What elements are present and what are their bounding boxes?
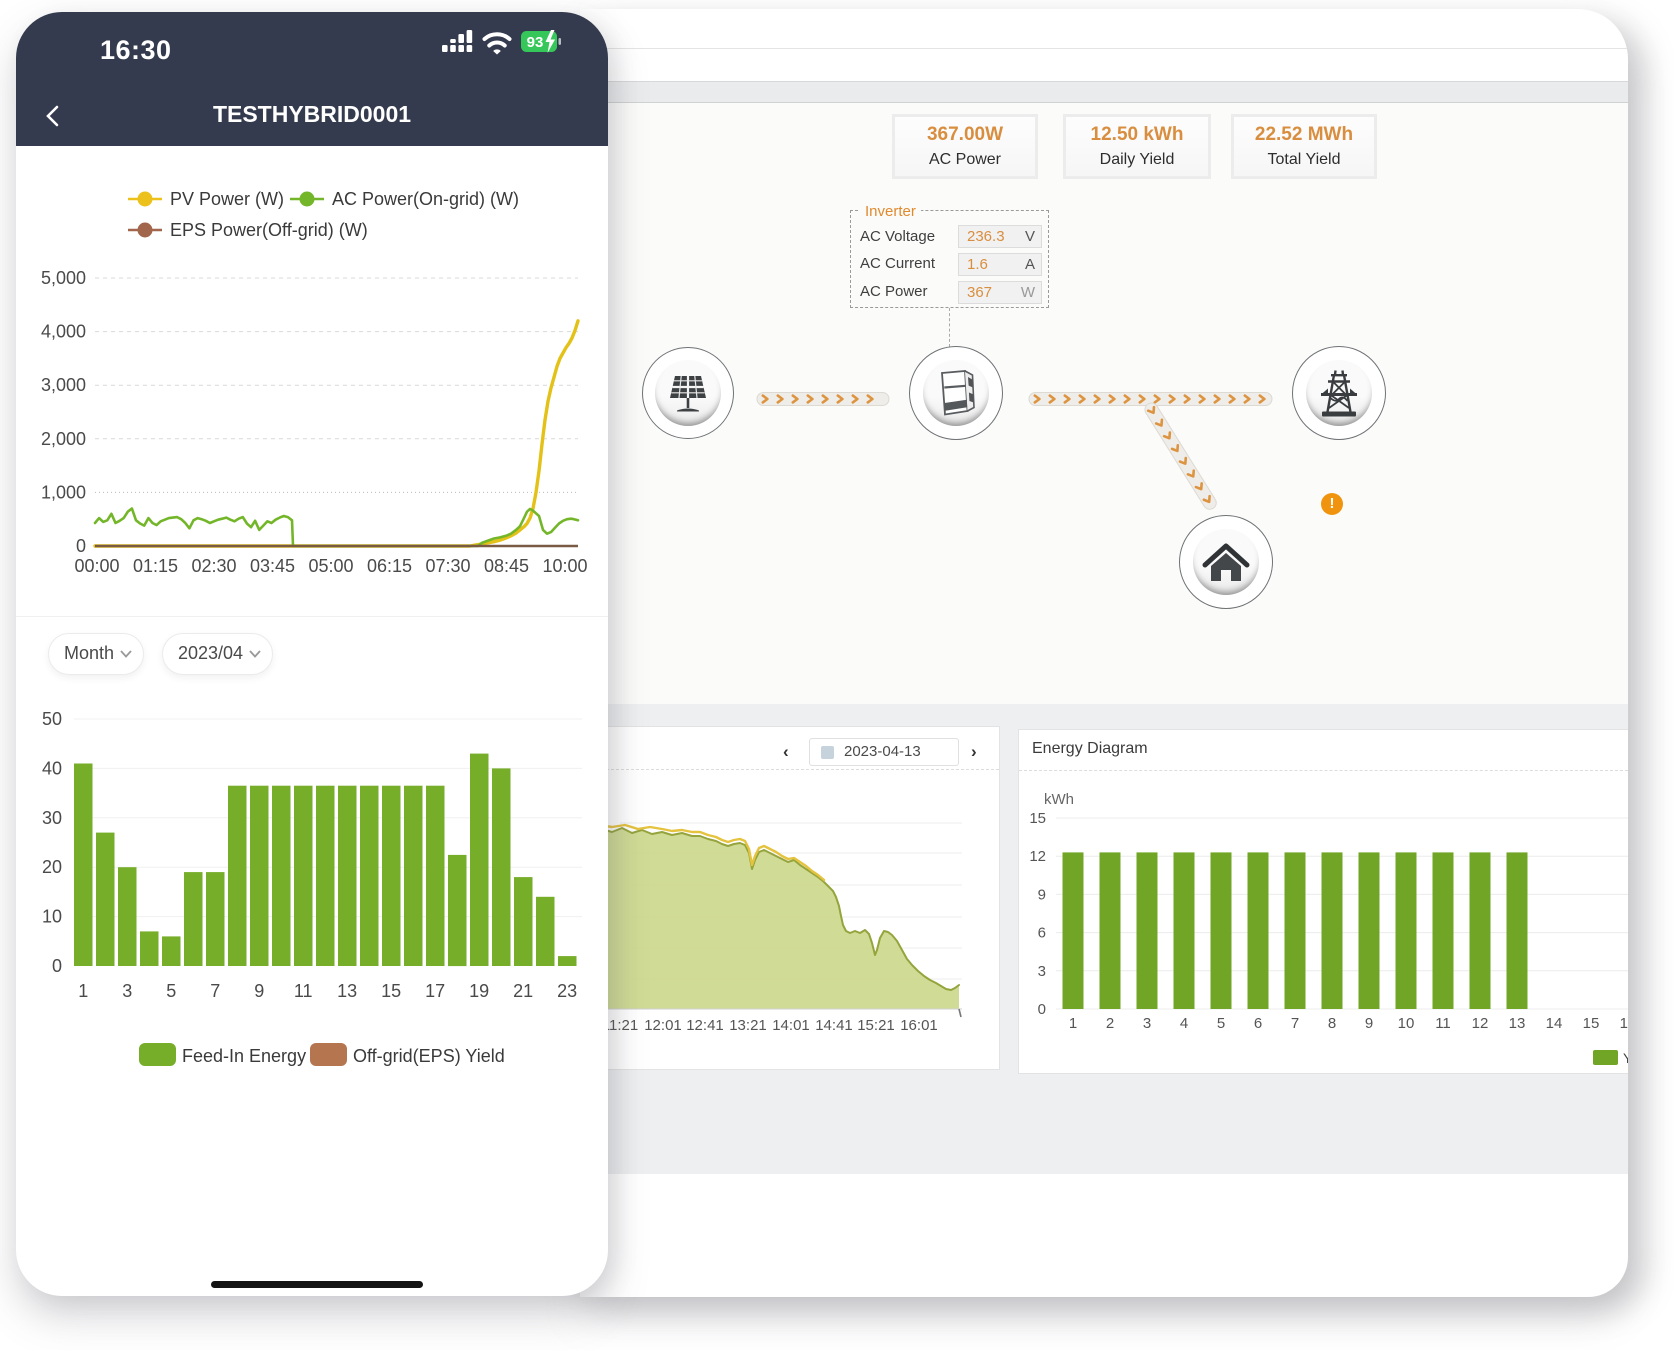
svg-text:9: 9 — [1038, 886, 1046, 903]
svg-text:1,000: 1,000 — [41, 482, 86, 502]
svg-text:3,000: 3,000 — [41, 375, 86, 395]
svg-text:5: 5 — [166, 981, 176, 1001]
svg-text:0: 0 — [1038, 1001, 1046, 1018]
svg-text:6: 6 — [1254, 1015, 1262, 1032]
svg-text:12: 12 — [1472, 1015, 1489, 1032]
svg-text:Yield: Yield — [1623, 1050, 1628, 1066]
svg-text:0: 0 — [76, 536, 86, 556]
svg-text:10:00: 10:00 — [542, 556, 587, 576]
svg-text:02:30: 02:30 — [191, 556, 236, 576]
svg-text:5,000: 5,000 — [41, 268, 86, 288]
svg-text:13:21: 13:21 — [729, 1017, 767, 1030]
svg-text:15: 15 — [1583, 1015, 1600, 1032]
svg-text:05:00: 05:00 — [308, 556, 353, 576]
svg-text:9: 9 — [254, 981, 264, 1001]
svg-text:3: 3 — [1038, 963, 1046, 980]
svg-text:EPS Power(Off-grid) (W): EPS Power(Off-grid) (W) — [170, 220, 368, 240]
svg-text:1: 1 — [1069, 1015, 1077, 1032]
svg-text:PV Power (W): PV Power (W) — [170, 189, 284, 209]
svg-text:AC Power(On-grid) (W): AC Power(On-grid) (W) — [332, 189, 519, 209]
svg-text:06:15: 06:15 — [367, 556, 412, 576]
svg-text:00:00: 00:00 — [74, 556, 119, 576]
svg-text:2,000: 2,000 — [41, 429, 86, 449]
svg-text:12:01: 12:01 — [644, 1017, 682, 1030]
svg-text:03:45: 03:45 — [250, 556, 295, 576]
svg-text:0: 0 — [52, 956, 62, 976]
svg-text:40: 40 — [42, 758, 62, 778]
svg-text:19: 19 — [469, 981, 489, 1001]
svg-text:14:41: 14:41 — [815, 1017, 853, 1030]
svg-text:10: 10 — [1398, 1015, 1415, 1032]
svg-text:11:21: 11:21 — [602, 1017, 638, 1030]
svg-text:13: 13 — [337, 981, 357, 1001]
svg-text:3: 3 — [1143, 1015, 1151, 1032]
svg-text:5: 5 — [1217, 1015, 1225, 1032]
svg-text:8: 8 — [1328, 1015, 1336, 1032]
svg-text:07:30: 07:30 — [425, 556, 470, 576]
svg-text:23: 23 — [557, 981, 577, 1001]
svg-text:21: 21 — [513, 981, 533, 1001]
svg-text:15: 15 — [1029, 810, 1046, 827]
svg-text:12:41: 12:41 — [686, 1017, 724, 1030]
svg-text:10: 10 — [42, 907, 62, 927]
svg-text:93: 93 — [527, 34, 544, 51]
svg-text:3: 3 — [122, 981, 132, 1001]
svg-text:12: 12 — [1029, 848, 1046, 865]
svg-text:14: 14 — [1546, 1015, 1563, 1032]
svg-text:13: 13 — [1509, 1015, 1526, 1032]
svg-text:20: 20 — [42, 857, 62, 877]
svg-text:16:01: 16:01 — [900, 1017, 938, 1030]
svg-text:15: 15 — [381, 981, 401, 1001]
svg-text:30: 30 — [42, 808, 62, 828]
svg-text:6: 6 — [1038, 925, 1046, 942]
svg-text:4: 4 — [1180, 1015, 1188, 1032]
svg-text:50: 50 — [42, 709, 62, 729]
svg-text:15:21: 15:21 — [857, 1017, 895, 1030]
svg-text:01:15: 01:15 — [133, 556, 178, 576]
svg-text:9: 9 — [1365, 1015, 1373, 1032]
svg-text:7: 7 — [210, 981, 220, 1001]
svg-text:kWh: kWh — [1044, 791, 1074, 808]
svg-text:08:45: 08:45 — [484, 556, 529, 576]
svg-text:14:01: 14:01 — [772, 1017, 810, 1030]
svg-text:1: 1 — [78, 981, 88, 1001]
svg-text:11: 11 — [294, 981, 313, 1001]
svg-text:17: 17 — [425, 981, 445, 1001]
svg-text:7: 7 — [1291, 1015, 1299, 1032]
svg-text:4,000: 4,000 — [41, 322, 86, 342]
svg-text:16: 16 — [1620, 1015, 1628, 1032]
svg-text:2: 2 — [1106, 1015, 1114, 1032]
svg-text:11: 11 — [1435, 1015, 1451, 1032]
